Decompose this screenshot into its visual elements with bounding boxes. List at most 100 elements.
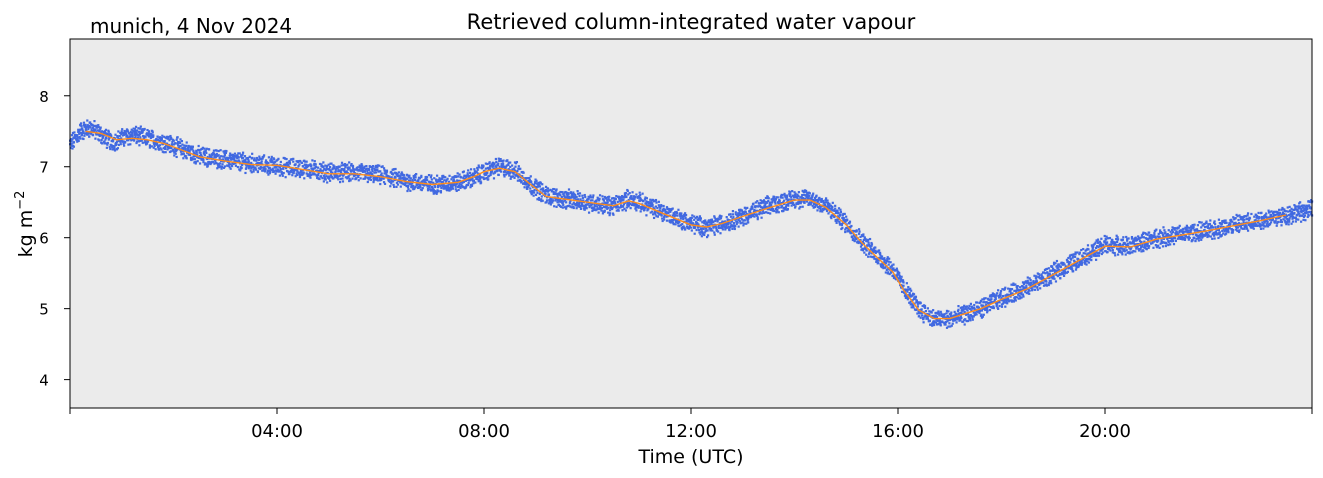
raw-data-point [210, 160, 213, 164]
raw-data-point [1235, 213, 1238, 217]
raw-data-point [169, 150, 173, 153]
raw-data-point [488, 166, 491, 169]
raw-data-point [1174, 227, 1177, 230]
raw-data-point [211, 153, 214, 156]
raw-data-point [1039, 287, 1042, 290]
raw-data-point [1179, 236, 1182, 239]
raw-data-point [994, 296, 997, 299]
raw-data-point [957, 312, 961, 315]
raw-data-point [484, 177, 487, 180]
raw-data-point [767, 207, 770, 211]
raw-data-point [273, 158, 276, 161]
raw-data-point [1033, 285, 1037, 288]
raw-data-point [150, 145, 153, 148]
raw-data-point [370, 178, 373, 181]
raw-data-point [667, 211, 670, 214]
raw-data-point [635, 209, 638, 212]
raw-data-point [986, 307, 989, 310]
raw-data-point [1167, 241, 1170, 244]
raw-data-point [996, 292, 999, 295]
raw-data-point [84, 123, 87, 126]
raw-data-point [574, 194, 577, 197]
raw-data-point [898, 271, 901, 275]
raw-data-point [526, 177, 530, 180]
raw-data-point [665, 210, 668, 213]
raw-data-point [566, 204, 570, 208]
raw-data-point [667, 208, 670, 211]
raw-data-point [380, 178, 383, 182]
raw-data-point [328, 175, 331, 178]
raw-data-point [262, 166, 265, 169]
raw-data-point [205, 163, 208, 166]
raw-data-point [164, 147, 167, 151]
raw-data-point [654, 205, 658, 208]
raw-data-point [1171, 237, 1174, 241]
raw-data-point [198, 162, 202, 165]
raw-data-point [601, 198, 605, 201]
raw-data-point [134, 129, 137, 133]
raw-data-point [999, 291, 1002, 295]
raw-data-point [89, 121, 92, 124]
raw-data-point [224, 157, 227, 160]
raw-data-point [673, 213, 676, 216]
raw-data-point [984, 297, 987, 300]
raw-data-point [598, 199, 601, 202]
raw-data-point [331, 171, 334, 174]
raw-data-point [709, 229, 712, 232]
raw-data-point [745, 222, 748, 225]
raw-data-point [800, 197, 803, 200]
raw-data-point [981, 307, 984, 310]
raw-data-point [663, 208, 667, 211]
raw-data-point [322, 165, 325, 169]
raw-data-point [503, 175, 506, 178]
raw-data-point [435, 192, 438, 195]
raw-data-point [902, 281, 905, 284]
raw-data-point [660, 204, 663, 207]
raw-data-point [115, 142, 118, 145]
raw-data-point [615, 206, 618, 209]
raw-scatter-series [69, 119, 1314, 329]
raw-data-point [1185, 229, 1188, 232]
raw-data-point [263, 154, 266, 157]
raw-data-point [336, 175, 339, 179]
raw-data-point [708, 224, 711, 227]
raw-data-point [986, 311, 989, 314]
raw-data-point [577, 203, 581, 206]
raw-data-point [528, 176, 531, 180]
raw-data-point [902, 284, 905, 287]
raw-data-point [236, 154, 239, 157]
raw-data-point [400, 171, 403, 174]
raw-data-point [759, 204, 762, 208]
raw-data-point [657, 212, 660, 215]
raw-data-point [784, 206, 787, 210]
raw-data-point [724, 228, 727, 231]
raw-data-point [783, 192, 786, 195]
raw-data-point [487, 178, 490, 181]
raw-data-point [760, 216, 763, 219]
raw-data-point [305, 163, 308, 166]
raw-data-point [380, 173, 383, 177]
raw-data-point [728, 229, 731, 232]
raw-data-point [411, 179, 414, 182]
raw-data-point [100, 134, 103, 137]
raw-data-point [1132, 242, 1135, 245]
raw-data-point [991, 294, 994, 297]
raw-data-point [438, 180, 442, 183]
raw-data-point [529, 190, 532, 193]
raw-data-point [284, 157, 287, 160]
raw-data-point [371, 166, 374, 169]
raw-data-point [945, 309, 949, 313]
raw-data-point [973, 306, 976, 309]
raw-data-point [137, 140, 141, 143]
raw-data-point [1242, 221, 1245, 224]
raw-data-point [460, 183, 463, 186]
raw-data-point [629, 207, 632, 210]
raw-data-point [709, 227, 713, 230]
raw-data-point [887, 263, 890, 266]
raw-data-point [1240, 223, 1243, 227]
raw-data-point [704, 230, 707, 233]
raw-data-point [503, 169, 507, 172]
raw-data-point [562, 193, 565, 196]
raw-data-point [546, 187, 550, 190]
raw-data-point [1257, 217, 1261, 220]
